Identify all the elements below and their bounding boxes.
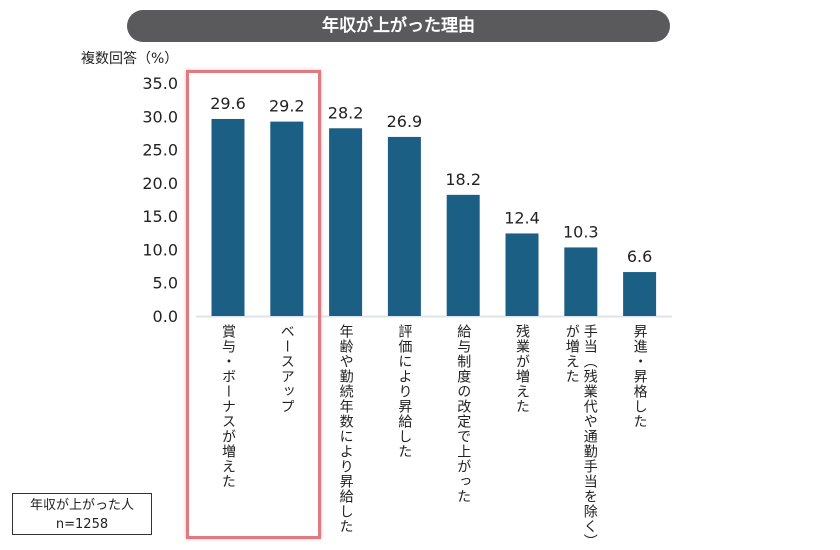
x-tick-label: 賞与・ボーナスが増えた (220, 324, 236, 489)
x-tick-label: 昇進・昇格した (631, 324, 648, 429)
y-tick-label: 35.0 (142, 74, 178, 93)
y-tick-label: 25.0 (142, 141, 178, 160)
y-tick-label: 15.0 (142, 207, 178, 226)
bar (329, 128, 363, 316)
data-label: 10.3 (563, 222, 599, 241)
x-tick-label: 年齢や勤続年数により昇給した (337, 324, 354, 534)
bar (211, 118, 245, 316)
sample-note-line1: 年収が上がった人 (29, 498, 134, 513)
bar (564, 247, 598, 316)
y-tick-label: 0.0 (153, 307, 178, 326)
y-tick-label: 10.0 (142, 240, 178, 259)
data-label: 18.2 (445, 170, 481, 189)
y-tick-label: 30.0 (142, 107, 178, 126)
x-tick-label: 残業が増えた (514, 324, 530, 414)
bar (270, 121, 304, 317)
x-tick-label: 手当（残業代や通勤手当を除く） が増えた (563, 324, 598, 549)
sample-size-note: 年収が上がった人 n=1258 (12, 493, 152, 535)
chart-title: 年収が上がった理由 (127, 10, 670, 42)
sample-note-line2: n=1258 (55, 517, 109, 532)
bar (623, 272, 657, 316)
data-label: 12.4 (504, 208, 540, 227)
y-tick-label: 5.0 (153, 274, 178, 293)
bar (446, 194, 480, 316)
data-label: 6.6 (627, 247, 652, 266)
x-tick-label: 給与制度の改定で上がった (455, 324, 472, 504)
bar (387, 136, 421, 316)
data-label: 26.9 (387, 112, 423, 131)
x-tick-label: 評価により昇給した (396, 324, 413, 459)
data-label: 28.2 (328, 103, 364, 122)
highlight-box (186, 70, 321, 539)
x-tick-label: ベースアップ (278, 324, 295, 414)
bar (505, 233, 539, 316)
y-tick-label: 20.0 (142, 174, 178, 193)
data-label: 29.6 (210, 94, 246, 113)
y-axis-label: 複数回答（%） (81, 51, 179, 67)
data-label: 29.2 (269, 97, 305, 116)
